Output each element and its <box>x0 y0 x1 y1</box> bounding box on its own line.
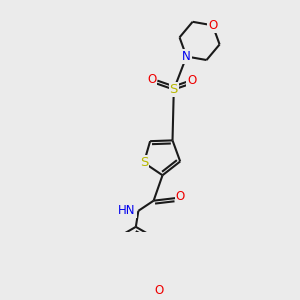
Text: HN: HN <box>118 204 136 217</box>
Text: N: N <box>182 50 191 63</box>
Text: O: O <box>176 190 185 203</box>
Text: S: S <box>140 156 148 169</box>
Text: O: O <box>208 19 217 32</box>
Text: O: O <box>155 284 164 297</box>
Text: O: O <box>187 74 196 87</box>
Text: O: O <box>147 73 156 86</box>
Text: S: S <box>169 83 178 96</box>
